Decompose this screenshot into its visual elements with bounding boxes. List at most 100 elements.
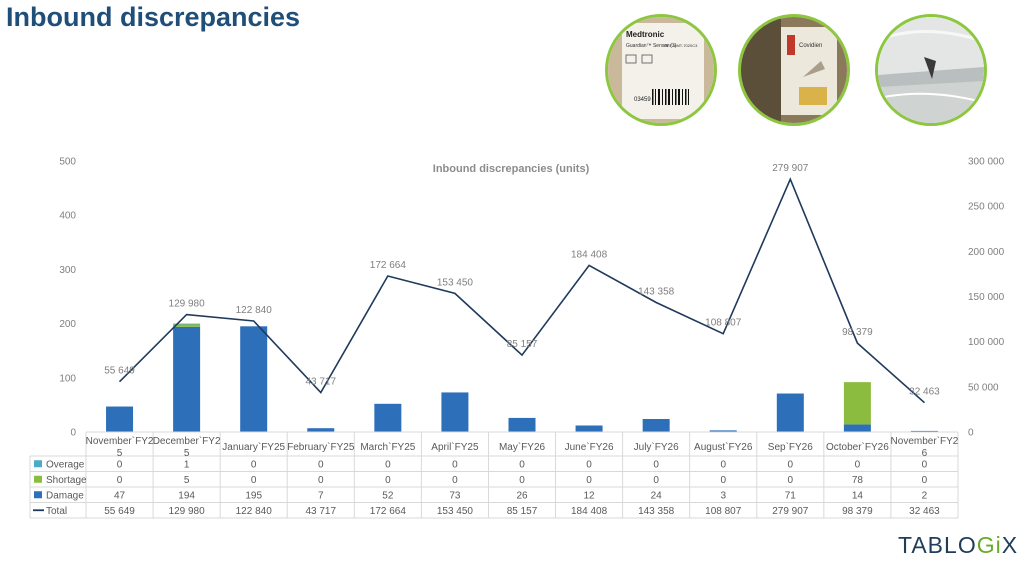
page-title: Inbound discrepancies: [6, 2, 301, 32]
total-data-label: 85 157: [507, 339, 538, 350]
table-cell: 0: [251, 459, 257, 470]
table-cell: 5: [184, 475, 190, 486]
right-tick-label: 200 000: [968, 247, 1005, 258]
table-cell: 52: [382, 490, 394, 501]
legend-label: Shortage: [46, 475, 87, 486]
category-label: July`FY26: [634, 441, 679, 453]
table-cell: 7: [318, 490, 324, 501]
category-label: December`FY2: [153, 435, 221, 447]
total-data-label: 122 840: [236, 305, 273, 316]
line-data-labels: 55 649 129 980 122 840 43 717 172 664 153 450…: [104, 163, 940, 398]
bar-damage: [709, 430, 737, 432]
category-label: 5: [184, 448, 190, 459]
legend-key-damage: [34, 491, 42, 499]
total-data-label: 108 807: [705, 318, 742, 329]
category-label: November`FY2: [891, 435, 959, 447]
table-cell: 0: [318, 475, 324, 486]
total-data-label: 32 463: [909, 387, 940, 398]
legend-key-shortage: [34, 475, 42, 483]
category-label: March`FY25: [360, 441, 415, 453]
total-data-label: 43 717: [305, 377, 336, 388]
total-data-label: 143 358: [638, 286, 675, 297]
bar-shortage: [843, 382, 871, 425]
right-axis: 0 50 000 100 000 150 000 200 000 250 000 300 0…: [968, 157, 1005, 439]
inbound-discrepancies-chart: Inbound discrepancies (units) 0100200300…: [29, 157, 1005, 519]
table-cell: 0: [586, 475, 592, 486]
table-cell: 2: [922, 490, 928, 501]
tablogix-logo: TABLOGiX: [898, 532, 1018, 559]
right-tick-label: 0: [968, 428, 974, 439]
legend-key-overage: [34, 460, 42, 468]
sensor-label-text: Guardian™ Sensor (3): [626, 43, 677, 49]
table-cell: 24: [651, 490, 663, 501]
bar-shortage: [173, 324, 201, 327]
table-cell: 85 157: [507, 506, 538, 517]
ref-label-text: REF MMT-7020C3: [664, 43, 698, 48]
table-cell: 0: [788, 475, 794, 486]
table-cell: 12: [584, 490, 596, 501]
table-cell: 26: [516, 490, 528, 501]
category-label: 5: [117, 448, 123, 459]
logo-text-post: X: [1001, 532, 1019, 558]
table-cell: 78: [852, 475, 864, 486]
medtronic-label-text: Medtronic: [626, 30, 665, 39]
photo-damaged-box: Covidien: [738, 14, 850, 126]
bar-damage: [307, 428, 335, 432]
table-cell: 0: [519, 475, 525, 486]
table-cell: 153 450: [437, 506, 474, 517]
logo-text-accent: Gi: [976, 532, 1002, 558]
left-tick-label: 0: [70, 428, 76, 439]
left-tick-label: 200: [59, 319, 76, 330]
left-tick-label: 500: [59, 157, 76, 168]
right-tick-label: 250 000: [968, 202, 1005, 213]
bar-damage: [642, 418, 670, 432]
table-cell: 1: [184, 459, 190, 470]
table-cell: 98 379: [842, 506, 873, 517]
table-cell: 0: [318, 459, 324, 470]
table-cell: 172 664: [370, 506, 407, 517]
table-cell: 0: [452, 475, 458, 486]
total-data-label: 98 379: [842, 327, 873, 338]
chart-title: Inbound discrepancies (units): [433, 163, 590, 175]
table-cell: 0: [788, 459, 794, 470]
category-label: January`FY25: [222, 441, 285, 453]
table-cell: 108 807: [705, 506, 742, 517]
bar-damage: [374, 403, 402, 432]
left-tick-label: 100: [59, 373, 76, 384]
bar-damage: [106, 406, 134, 432]
total-data-label: 184 408: [571, 249, 608, 260]
category-label: May`FY26: [499, 441, 546, 453]
right-tick-label: 150 000: [968, 292, 1005, 303]
category-label: June`FY26: [565, 441, 614, 453]
table-cell: 0: [922, 475, 928, 486]
total-data-label: 279 907: [772, 163, 809, 174]
table-cell: 0: [855, 459, 861, 470]
table-cell: 279 907: [772, 506, 809, 517]
table-cell: 3: [720, 490, 726, 501]
bar-damage: [508, 417, 536, 432]
bar-damage: [776, 393, 804, 432]
photo-wrapped-pallet: [875, 14, 987, 126]
table-cell: 0: [922, 459, 928, 470]
table-cell: 55 649: [104, 506, 135, 517]
total-data-label: 153 450: [437, 277, 474, 288]
bar-damage: [910, 430, 938, 432]
photo-medtronic-label: Medtronic Guardian™ Sensor (3) REF MMT-7…: [605, 14, 717, 126]
table-cell: 0: [385, 475, 391, 486]
legend-label: Total: [46, 506, 67, 517]
table-cell: 0: [117, 459, 123, 470]
bar-overage: [173, 323, 201, 325]
category-label: November`FY2: [86, 435, 154, 447]
table-cell: 0: [117, 475, 123, 486]
table-cell: 0: [653, 475, 659, 486]
table-cell: 32 463: [909, 506, 940, 517]
total-data-label: 172 664: [370, 260, 407, 271]
table-cell: 143 358: [638, 506, 675, 517]
table-cell: 43 717: [305, 506, 336, 517]
table-cell: 0: [251, 475, 257, 486]
bar-series: [106, 323, 938, 432]
bar-damage: [441, 392, 469, 432]
right-tick-label: 300 000: [968, 157, 1005, 168]
category-label: October`FY26: [826, 441, 889, 453]
